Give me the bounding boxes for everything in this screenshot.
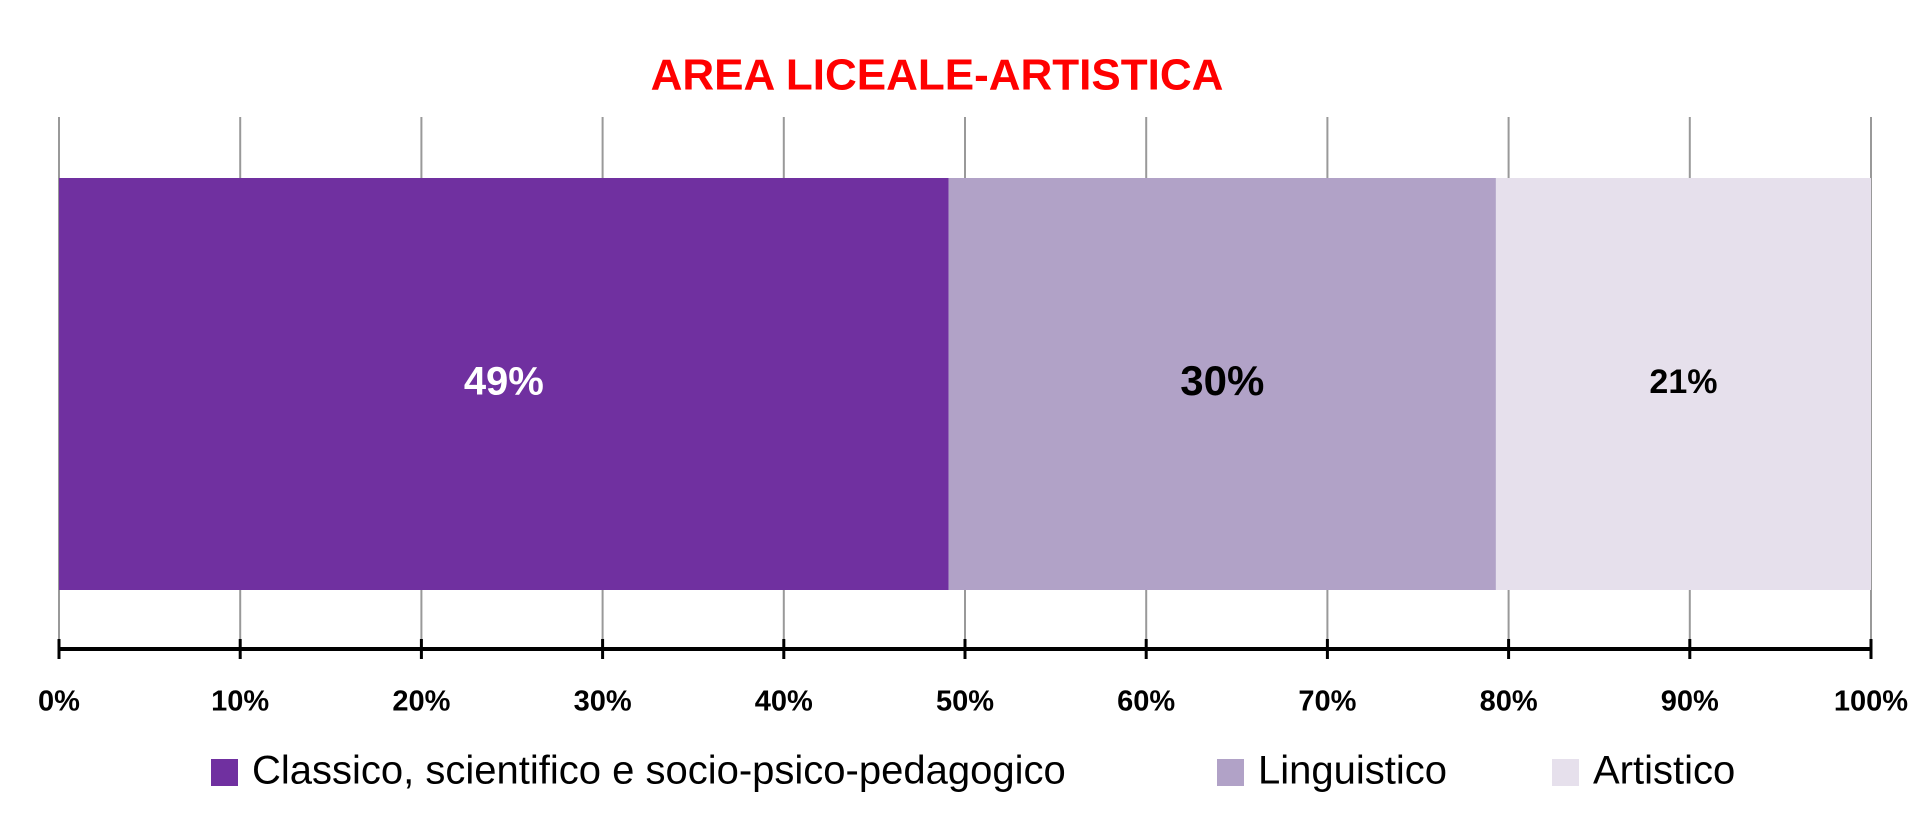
x-tick-label: 70% <box>1298 686 1356 718</box>
legend-label: Linguistico <box>1258 749 1447 793</box>
bar-segment <box>59 178 949 590</box>
bar-segment <box>1495 178 1871 590</box>
x-tick-label: 50% <box>936 686 994 718</box>
x-tick-label: 90% <box>1661 686 1719 718</box>
legend-swatch <box>1552 759 1579 786</box>
data-label: 21% <box>1649 363 1717 401</box>
x-tick-label: 30% <box>574 686 632 718</box>
x-tick-label: 0% <box>38 686 80 718</box>
x-tick-label: 80% <box>1480 686 1538 718</box>
x-tick-label: 20% <box>392 686 450 718</box>
legend-label: Artistico <box>1593 749 1735 793</box>
legend-swatch <box>1217 759 1244 786</box>
x-tick-label: 60% <box>1117 686 1175 718</box>
x-tick-label: 100% <box>1834 686 1908 718</box>
legend-label: Classico, scientifico e socio-psico-peda… <box>252 749 1066 793</box>
data-label: 49% <box>464 360 544 404</box>
x-tick-label: 10% <box>211 686 269 718</box>
x-tick-label: 40% <box>755 686 813 718</box>
legend-swatch <box>211 759 238 786</box>
bar-segment <box>948 178 1496 590</box>
chart-title: AREA LICEALE-ARTISTICA <box>651 51 1224 100</box>
data-label: 30% <box>1180 357 1264 404</box>
